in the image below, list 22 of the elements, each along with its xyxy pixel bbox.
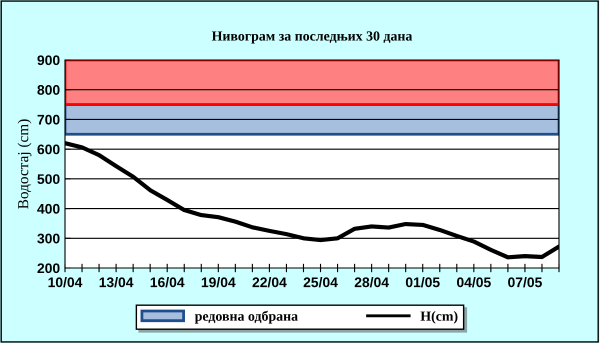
y-axis-title: Водостај (cm) [18,119,32,209]
x-tick-label: 16/04 [150,277,185,288]
x-tick-label: 28/04 [354,277,389,288]
x-tick-label: 10/04 [48,277,82,288]
x-tick-label: 13/04 [100,277,134,288]
y-tick-label: 800 [37,85,60,95]
y-tick-label: 600 [37,144,60,154]
x-tick-label: 07/05 [508,277,542,288]
y-tick-label: 400 [37,204,60,214]
x-tick-label: 22/04 [252,277,287,288]
chart-title: Нивограм за последњих 30 дана [212,31,412,44]
x-tick-label: 25/04 [304,277,338,288]
y-tick-label: 700 [38,114,60,125]
x-tick-label: 04/05 [457,277,491,288]
legend-label: редовна одбрана [194,310,298,324]
legend-label: H(cm) [420,311,458,324]
y-tick-label: 500 [37,174,60,184]
y-tick-label: 900 [37,55,60,66]
y-tick-label: 300 [37,234,60,244]
x-tick-label: 19/04 [202,277,236,288]
x-tick-label: 01/05 [406,277,440,288]
y-tick-label: 200 [37,263,60,274]
